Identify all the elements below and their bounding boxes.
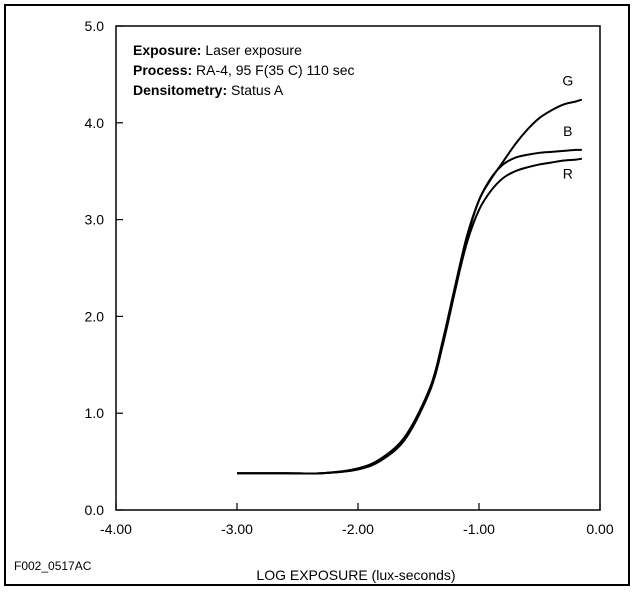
x-tick-label: 0.00 — [586, 521, 613, 537]
series-line-g — [237, 98, 583, 475]
annotation-line: Exposure: Laser exposure — [133, 42, 302, 58]
y-tick-label: 3.0 — [85, 212, 105, 228]
annotation-value: Status A — [227, 82, 284, 98]
x-tick-label: -3.00 — [221, 521, 253, 537]
annotation-key: Exposure: — [133, 42, 201, 58]
annotation-value: Laser exposure — [201, 42, 302, 58]
series-label-r: R — [563, 166, 573, 182]
series-line-b — [237, 148, 582, 475]
series-label-b: B — [563, 123, 572, 139]
annotation-key: Process: — [133, 62, 192, 78]
series-line-r — [237, 157, 583, 475]
annotation-line: Densitometry: Status A — [133, 82, 284, 98]
x-axis-title: LOG EXPOSURE (lux-seconds) — [256, 567, 455, 583]
y-tick-label: 4.0 — [85, 115, 105, 131]
figure-code: F002_0517AC — [14, 559, 92, 573]
series-layer: G B R — [237, 73, 583, 475]
y-tick-label: 2.0 — [85, 308, 105, 324]
y-tick-label: 0.0 — [85, 502, 105, 518]
x-tick-label: -1.00 — [463, 521, 495, 537]
annotation-key: Densitometry: — [133, 82, 227, 98]
series-label-g: G — [562, 73, 573, 89]
figure-frame — [4, 4, 630, 586]
annotation-value: RA-4, 95 F(35 C) 110 sec — [192, 62, 354, 78]
y-axis-ticks: 0.0 1.0 2.0 3.0 4.0 5.0 — [85, 18, 123, 518]
x-tick-label: -2.00 — [342, 521, 374, 537]
annotation-line: Process: RA-4, 95 F(35 C) 110 sec — [133, 62, 355, 78]
x-tick-label: -4.00 — [100, 521, 132, 537]
y-tick-label: 1.0 — [85, 405, 105, 421]
annotation-block: Exposure: Laser exposure Process: RA-4, 9… — [133, 42, 355, 98]
x-axis-ticks: -4.00 -3.00 -2.00 -1.00 0.00 — [100, 503, 614, 537]
plot-area-border — [115, 25, 601, 511]
y-tick-label: 5.0 — [85, 18, 105, 34]
